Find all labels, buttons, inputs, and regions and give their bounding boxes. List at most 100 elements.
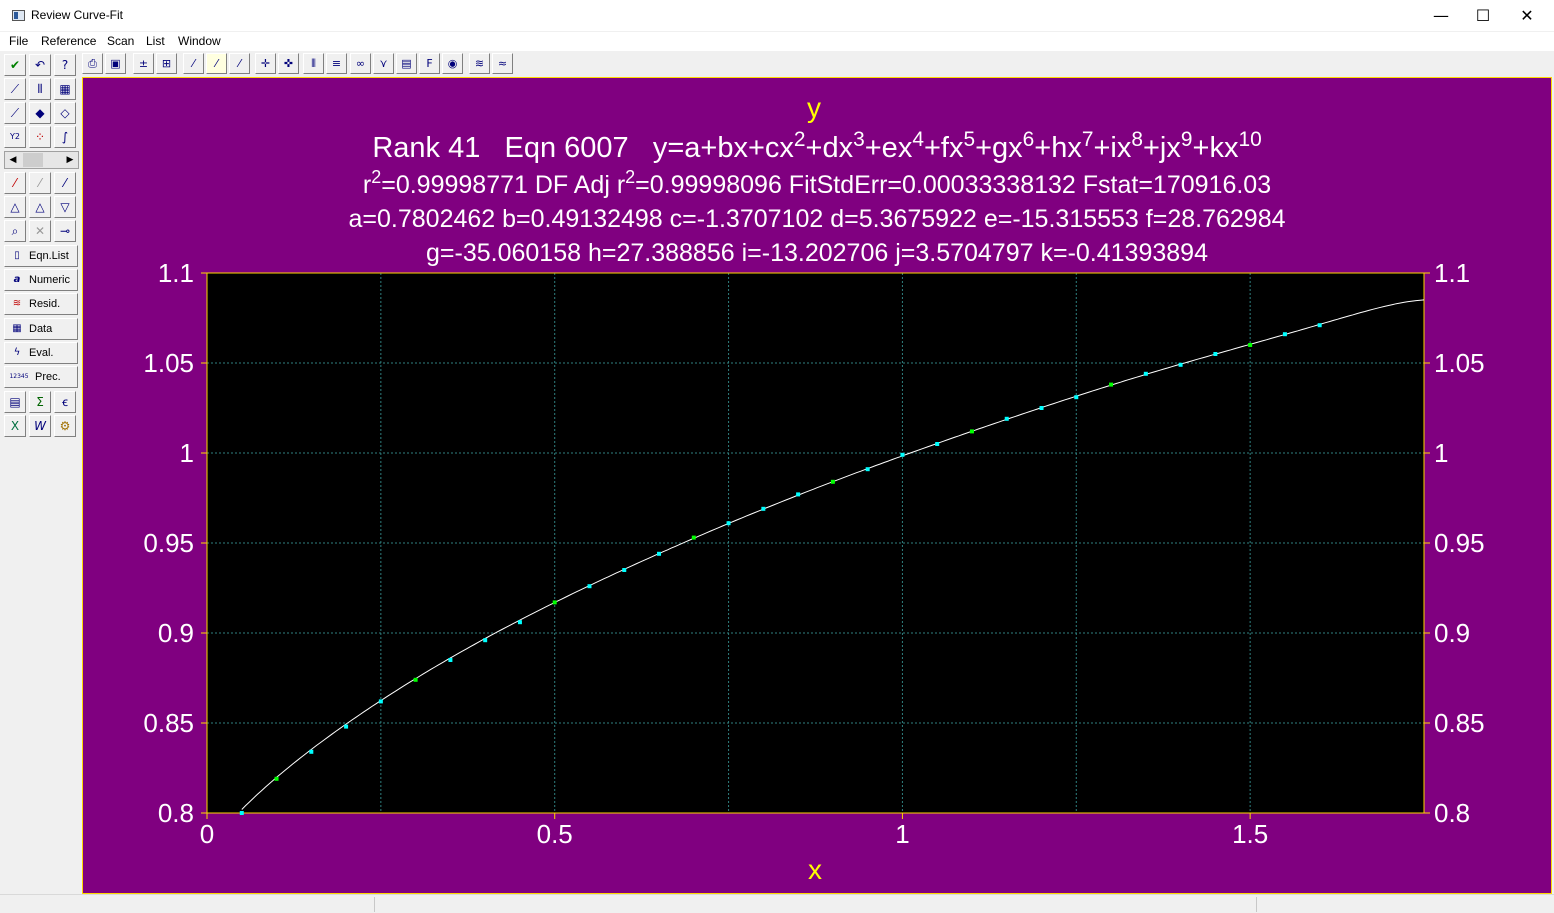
sidebar-scrollbar[interactable]: ◀ ▶: [4, 151, 79, 169]
minimize-button[interactable]: —: [1433, 6, 1449, 25]
check-icon[interactable]: ✔: [4, 54, 26, 76]
y2-axis-icon[interactable]: Y2: [4, 126, 26, 148]
close-button[interactable]: ✕: [1520, 6, 1534, 25]
data-point[interactable]: [726, 521, 731, 526]
data-point[interactable]: [517, 620, 522, 625]
y-tick-label-left: 1.05: [143, 348, 194, 378]
tree-icon[interactable]: ⋎: [373, 53, 394, 74]
scroll-left-icon[interactable]: ◀: [9, 155, 17, 165]
data-point[interactable]: [1109, 382, 1114, 387]
multi-curve-icon[interactable]: ≋: [469, 53, 490, 74]
binoculars-icon[interactable]: ∞: [350, 53, 371, 74]
data-point[interactable]: [1143, 371, 1148, 376]
c-function-icon[interactable]: ꞓ: [54, 391, 76, 413]
data-point[interactable]: [900, 452, 905, 457]
data-point[interactable]: [969, 429, 974, 434]
eval-button[interactable]: ϟ Eval.: [4, 342, 78, 364]
numeric-label: Numeric: [29, 274, 70, 286]
trend-diamond-icon[interactable]: ◆: [29, 102, 51, 124]
data-point[interactable]: [622, 568, 627, 572]
data-button[interactable]: ▦ Data: [4, 318, 78, 340]
color-wheel-icon[interactable]: ◉: [442, 53, 463, 74]
grid-scale-icon[interactable]: ▦: [54, 78, 76, 100]
scroll-thumb[interactable]: [23, 153, 43, 167]
f-icon[interactable]: F: [419, 53, 440, 74]
data-point[interactable]: [935, 442, 940, 446]
data-point[interactable]: [1317, 323, 1322, 328]
data-point[interactable]: [691, 535, 696, 540]
data-point[interactable]: [796, 492, 801, 497]
error-bars-alt-icon[interactable]: ⊞: [156, 53, 177, 74]
format-icon[interactable]: ▤: [396, 53, 417, 74]
data-point[interactable]: [413, 677, 418, 682]
prec-button[interactable]: 12345 Prec.: [4, 366, 78, 388]
menu-reference[interactable]: Reference: [41, 34, 97, 48]
excel-icon[interactable]: X: [4, 415, 26, 437]
data-point[interactable]: [1248, 343, 1253, 347]
line-grey-icon[interactable]: ⁄: [29, 172, 51, 194]
data-point[interactable]: [1213, 352, 1218, 356]
help-icon[interactable]: ?: [54, 54, 76, 76]
data-point[interactable]: [1004, 416, 1009, 421]
chart-svg[interactable]: 0 0.5 1 1.5 0.8 0.8 0.85 0.85 0.9 0.9 0.95 0.95 1 1 1.…: [83, 78, 1551, 893]
menu-list[interactable]: List: [146, 34, 165, 48]
line-blue-icon[interactable]: ⁄: [54, 172, 76, 194]
sigma-icon[interactable]: Σ: [29, 391, 51, 413]
data-point[interactable]: [378, 699, 383, 704]
line-red-icon[interactable]: ⁄: [4, 172, 26, 194]
bar-scale-icon[interactable]: ⦀: [29, 78, 51, 100]
data-point[interactable]: [587, 584, 592, 589]
word-icon[interactable]: W: [29, 415, 51, 437]
numeric-icon: a: [13, 274, 21, 285]
numeric-button[interactable]: a Numeric: [4, 269, 78, 291]
scroll-right-icon[interactable]: ▶: [66, 155, 74, 165]
data-point[interactable]: [483, 638, 488, 643]
linear-scale-icon[interactable]: ⟋: [4, 78, 26, 100]
data-point[interactable]: [309, 749, 314, 754]
data-point[interactable]: [552, 600, 557, 605]
list-icon[interactable]: ≡: [326, 53, 347, 74]
data-point[interactable]: [344, 724, 349, 729]
multi-curve-alt-icon[interactable]: ≈: [492, 53, 513, 74]
cross-grey-icon[interactable]: ✕: [29, 220, 51, 242]
maximize-button[interactable]: ☐: [1475, 6, 1491, 25]
menu-scan[interactable]: Scan: [107, 34, 135, 48]
fit-line-alt-icon[interactable]: ⁄: [229, 53, 250, 74]
triangle-up-icon[interactable]: △: [29, 196, 51, 218]
peaks-icon[interactable]: △: [4, 196, 26, 218]
resid-button[interactable]: ≋ Resid.: [4, 293, 78, 315]
bars-icon[interactable]: ⦀: [303, 53, 324, 74]
curve-icon[interactable]: ∫: [54, 126, 76, 148]
crosshair-alt-icon[interactable]: ✜: [278, 53, 299, 74]
clipboard-icon[interactable]: ▣: [105, 53, 126, 74]
gear-icon[interactable]: ⚙: [54, 415, 76, 437]
fit-line-icon[interactable]: ⁄: [183, 53, 204, 74]
menu-file[interactable]: File: [9, 34, 29, 48]
menu-window[interactable]: Window: [178, 34, 221, 48]
zoom-icon[interactable]: ⌕: [4, 220, 26, 242]
data-point[interactable]: [274, 776, 279, 781]
trend-diamond-alt-icon[interactable]: ◇: [54, 102, 76, 124]
data-point[interactable]: [657, 551, 662, 556]
paste-icon[interactable]: ▤: [4, 391, 26, 413]
data-point[interactable]: [761, 506, 766, 511]
data-point[interactable]: [1178, 362, 1183, 367]
data-point[interactable]: [865, 467, 870, 472]
data-point[interactable]: [239, 811, 244, 815]
data-point[interactable]: [830, 479, 835, 484]
triangle-down-icon[interactable]: ▽: [54, 196, 76, 218]
eqn-list-button[interactable]: ▯ Eqn.List: [4, 245, 78, 267]
data-point[interactable]: [1282, 332, 1287, 337]
data-point[interactable]: [448, 658, 453, 662]
error-bars-icon[interactable]: ±: [133, 53, 154, 74]
crosshair-icon[interactable]: ✛: [255, 53, 276, 74]
slider-icon[interactable]: ⊸: [54, 220, 76, 242]
printer-icon[interactable]: ⎙: [82, 53, 103, 74]
trend-up-icon[interactable]: ⟋: [4, 102, 26, 124]
scatter-icon[interactable]: ⁘: [29, 126, 51, 148]
data-point[interactable]: [1039, 406, 1044, 410]
fit-line-selected-icon[interactable]: ⁄: [206, 53, 227, 74]
data-point[interactable]: [1074, 395, 1079, 400]
undo-icon[interactable]: ↶: [29, 54, 51, 76]
x-tick-label: 0: [200, 819, 214, 849]
